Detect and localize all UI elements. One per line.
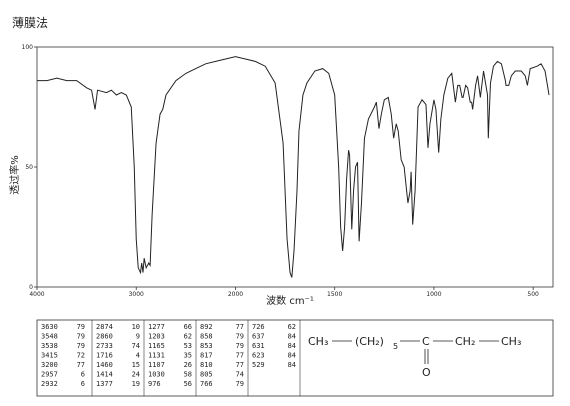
peak-wavenumber: 1414 [96, 371, 113, 379]
peak-transmittance: 84 [288, 352, 296, 360]
peak-wavenumber: 2733 [96, 342, 113, 350]
peak-wavenumber: 853 [200, 342, 213, 350]
peak-transmittance: 9 [136, 333, 140, 341]
peak-wavenumber: 3538 [41, 342, 58, 350]
peak-wavenumber: 805 [200, 371, 213, 379]
formula-part: CH₃ [501, 335, 521, 348]
peak-transmittance: 74 [236, 371, 244, 379]
peak-transmittance: 35 [184, 352, 192, 360]
peak-transmittance: 58 [184, 371, 192, 379]
peak-wavenumber: 3548 [41, 333, 58, 341]
peak-wavenumber: 2874 [96, 323, 113, 331]
peak-wavenumber: 2957 [41, 371, 58, 379]
peak-transmittance: 84 [288, 333, 296, 341]
peak-transmittance: 77 [236, 323, 244, 331]
formula-part: (CH₂) [355, 335, 384, 348]
peak-wavenumber: 976 [148, 380, 161, 388]
peak-transmittance: 74 [132, 342, 140, 350]
peak-transmittance: 79 [236, 342, 244, 350]
peak-transmittance: 66 [184, 323, 192, 331]
peak-transmittance: 79 [77, 323, 85, 331]
y-axis-label: 透过率% [8, 155, 21, 195]
peak-transmittance: 77 [236, 352, 244, 360]
peak-wavenumber: 1165 [148, 342, 165, 350]
peak-transmittance: 6 [81, 380, 85, 388]
peak-wavenumber: 1716 [96, 352, 113, 360]
x-tick-label: 3000 [129, 291, 144, 298]
peak-wavenumber: 858 [200, 333, 213, 341]
peak-wavenumber: 766 [200, 380, 213, 388]
peak-transmittance: 56 [184, 380, 192, 388]
peak-transmittance: 53 [184, 342, 192, 350]
peak-transmittance: 79 [236, 380, 244, 388]
x-axis-label: 波数 cm⁻¹ [266, 294, 314, 307]
peak-wavenumber: 892 [200, 323, 213, 331]
formula-subscript: 5 [393, 342, 398, 351]
formula-part: CH₃ [308, 335, 328, 348]
spectrum-line [37, 56, 550, 278]
formula-part: O [422, 366, 431, 379]
peak-wavenumber: 3415 [41, 352, 58, 360]
peak-transmittance: 10 [132, 323, 140, 331]
peak-wavenumber: 1131 [148, 352, 165, 360]
peak-transmittance: 84 [288, 342, 296, 350]
x-tick-label: 2000 [228, 291, 243, 298]
peak-transmittance: 62 [184, 333, 192, 341]
peak-transmittance: 62 [288, 323, 296, 331]
peak-wavenumber: 631 [252, 342, 265, 350]
peak-wavenumber: 2860 [96, 333, 113, 341]
peak-transmittance: 79 [77, 333, 85, 341]
peak-table-frame [36, 319, 554, 397]
peak-transmittance: 19 [132, 380, 140, 388]
peak-wavenumber: 726 [252, 323, 265, 331]
peak-wavenumber: 637 [252, 333, 265, 341]
x-tick-label: 1000 [426, 291, 441, 298]
peak-wavenumber: 810 [200, 361, 213, 369]
peak-transmittance: 15 [132, 361, 140, 369]
table-dividers [91, 320, 301, 396]
peak-wavenumber: 817 [200, 352, 213, 360]
formula-part: C [422, 335, 430, 348]
y-tick-label: 100 [22, 44, 34, 51]
structure-formula: CH₃ (CH₂) 5 C O CH₂ CH₃ [308, 335, 521, 379]
peak-transmittance: 24 [132, 371, 140, 379]
peak-transmittance: 6 [81, 371, 85, 379]
peak-transmittance: 26 [184, 361, 192, 369]
peak-wavenumber: 3200 [41, 361, 58, 369]
peak-wavenumber: 1277 [148, 323, 165, 331]
peak-transmittance: 77 [77, 361, 85, 369]
x-tick-label: 1500 [327, 291, 342, 298]
peak-transmittance: 4 [136, 352, 140, 360]
peak-wavenumber: 529 [252, 361, 265, 369]
y-tick-label: 0 [29, 284, 33, 291]
peak-transmittance: 77 [236, 361, 244, 369]
peak-wavenumber: 623 [252, 352, 265, 360]
peak-wavenumber: 1460 [96, 361, 113, 369]
peak-transmittance: 72 [77, 352, 85, 360]
peak-wavenumber: 1030 [148, 371, 165, 379]
peak-wavenumber: 1377 [96, 380, 113, 388]
peak-transmittance: 79 [236, 333, 244, 341]
peak-wavenumber: 1203 [148, 333, 165, 341]
peak-wavenumber: 3630 [41, 323, 58, 331]
peak-transmittance: 79 [77, 342, 85, 350]
x-tick-label: 500 [527, 291, 539, 298]
chart-title: 薄膜法 [12, 15, 48, 30]
peak-wavenumber: 2932 [41, 380, 58, 388]
peak-wavenumber: 1107 [148, 361, 165, 369]
formula-part: CH₂ [455, 335, 475, 348]
peak-transmittance: 84 [288, 361, 296, 369]
x-tick-label: 4000 [29, 291, 44, 298]
y-tick-label: 50 [25, 164, 33, 171]
